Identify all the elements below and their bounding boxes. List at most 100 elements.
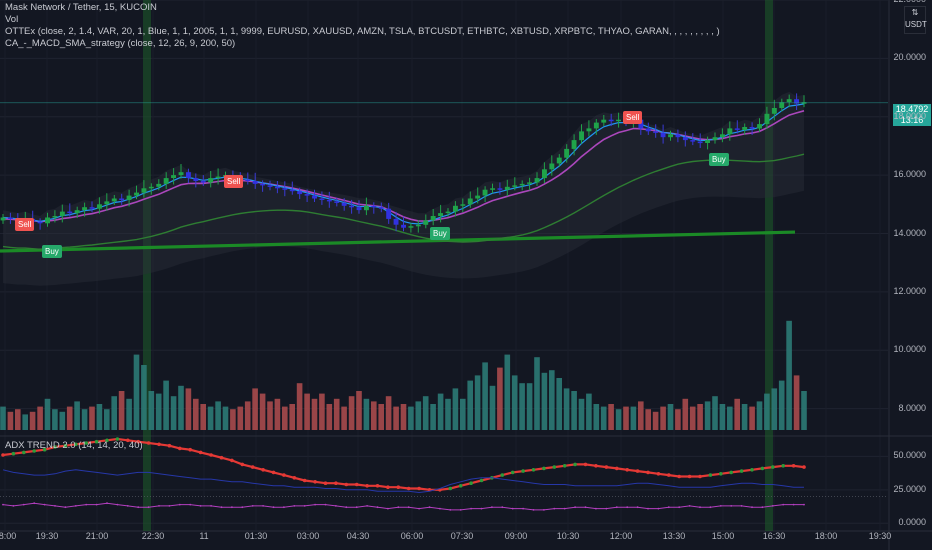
adx-point	[220, 506, 223, 509]
time-tick-label: 04:30	[346, 531, 370, 541]
adx-point	[136, 439, 140, 444]
time-tick-label: 13:30	[662, 531, 686, 541]
adx-point	[313, 480, 317, 484]
adx-point	[771, 505, 774, 507]
adx-point	[625, 468, 629, 472]
candle-body	[304, 194, 310, 196]
candle-body	[326, 199, 332, 202]
volume-bar	[341, 406, 347, 430]
adx-series-2	[2, 502, 805, 511]
volume-bar	[267, 401, 273, 430]
candle-body	[319, 198, 325, 200]
volume-bar	[422, 396, 429, 430]
candle-body	[586, 128, 592, 132]
adx-point	[314, 503, 316, 506]
candle-body	[252, 181, 258, 184]
candle-body	[616, 119, 621, 122]
adx-point	[584, 506, 587, 509]
candle-body	[408, 226, 414, 228]
volume-bar	[52, 409, 58, 430]
candle-body	[430, 216, 436, 221]
adx-point	[188, 447, 192, 452]
adx-point	[552, 465, 557, 469]
adx-point	[293, 505, 296, 507]
price-tick-label: 18.0000	[893, 110, 926, 121]
candle-body	[675, 134, 681, 138]
volume-bar	[193, 398, 199, 430]
adx-point	[271, 470, 276, 475]
adx-point	[365, 484, 369, 488]
volume-bar	[304, 393, 310, 430]
volume-bar	[7, 411, 14, 430]
volume-bar	[363, 398, 370, 430]
adx-point	[751, 506, 753, 509]
adx-tick-label: 0.0000	[898, 517, 926, 528]
candle-body	[386, 208, 392, 219]
sell-signal-3: Sell	[623, 111, 643, 124]
adx-point	[448, 486, 453, 491]
adx-point	[729, 470, 733, 475]
candle-body	[148, 186, 154, 189]
adx-point	[11, 451, 16, 456]
price-tick-label: 22.0000	[893, 0, 926, 4]
candle-body	[645, 128, 651, 132]
adx-point	[459, 509, 462, 511]
last-price: 18.4792	[895, 104, 929, 114]
volume-bar	[89, 406, 95, 430]
candle-body	[638, 119, 644, 129]
buy-signal-3: Buy	[709, 153, 729, 166]
volume-bar	[348, 396, 355, 430]
adx-point	[22, 503, 25, 506]
cloud-area	[3, 91, 804, 286]
adx-point	[74, 442, 78, 447]
adx-point	[739, 469, 744, 473]
volume-bar	[141, 365, 147, 430]
time-tick-label: 12:00	[609, 531, 633, 541]
buy-signal-1: Buy	[42, 245, 62, 258]
volume-bar	[155, 393, 162, 430]
candle-body	[364, 205, 369, 211]
candle-body	[668, 134, 673, 138]
adx-point	[251, 505, 254, 507]
adx-point	[656, 472, 661, 476]
volume-bar	[319, 393, 325, 430]
volume-bar	[541, 372, 548, 430]
volume-bar	[133, 354, 140, 430]
adx-point	[667, 473, 671, 477]
adx-point	[708, 473, 713, 477]
volume-bar	[801, 391, 807, 430]
currency-icon: ⇅	[911, 8, 919, 17]
volume-bar	[682, 398, 689, 430]
adx-point	[500, 473, 505, 477]
buy-signal-2: Buy	[430, 227, 450, 240]
volume-bar	[0, 406, 6, 430]
volume-bar	[460, 398, 466, 430]
adx-point	[53, 445, 57, 449]
candle-body	[200, 181, 206, 183]
adx-point	[553, 507, 556, 510]
adx-point	[292, 476, 297, 480]
adx-point	[198, 450, 203, 455]
volume-bar	[571, 391, 577, 430]
volume-bar	[578, 398, 585, 430]
candle-body	[467, 198, 473, 205]
adx-series-1	[2, 469, 804, 494]
adx-point	[479, 478, 484, 483]
adx-point	[418, 507, 420, 510]
adx-point	[168, 505, 171, 507]
candle-body	[608, 119, 614, 122]
candle-body	[415, 224, 421, 227]
candle-body	[312, 195, 317, 199]
candle-body	[705, 140, 710, 143]
volume-bar	[719, 404, 726, 430]
adx-legend: ADX TREND 2.0 (14, 14, 20, 40)	[5, 440, 143, 451]
time-tick-label: 11	[199, 531, 209, 541]
adx-point	[491, 506, 493, 509]
adx-point	[760, 466, 765, 471]
currency-badge[interactable]: ⇅ USDT	[904, 6, 927, 34]
adx-point	[324, 503, 327, 506]
adx-point	[376, 506, 379, 509]
adx-point	[84, 441, 88, 445]
vol-legend: Vol	[5, 14, 19, 25]
